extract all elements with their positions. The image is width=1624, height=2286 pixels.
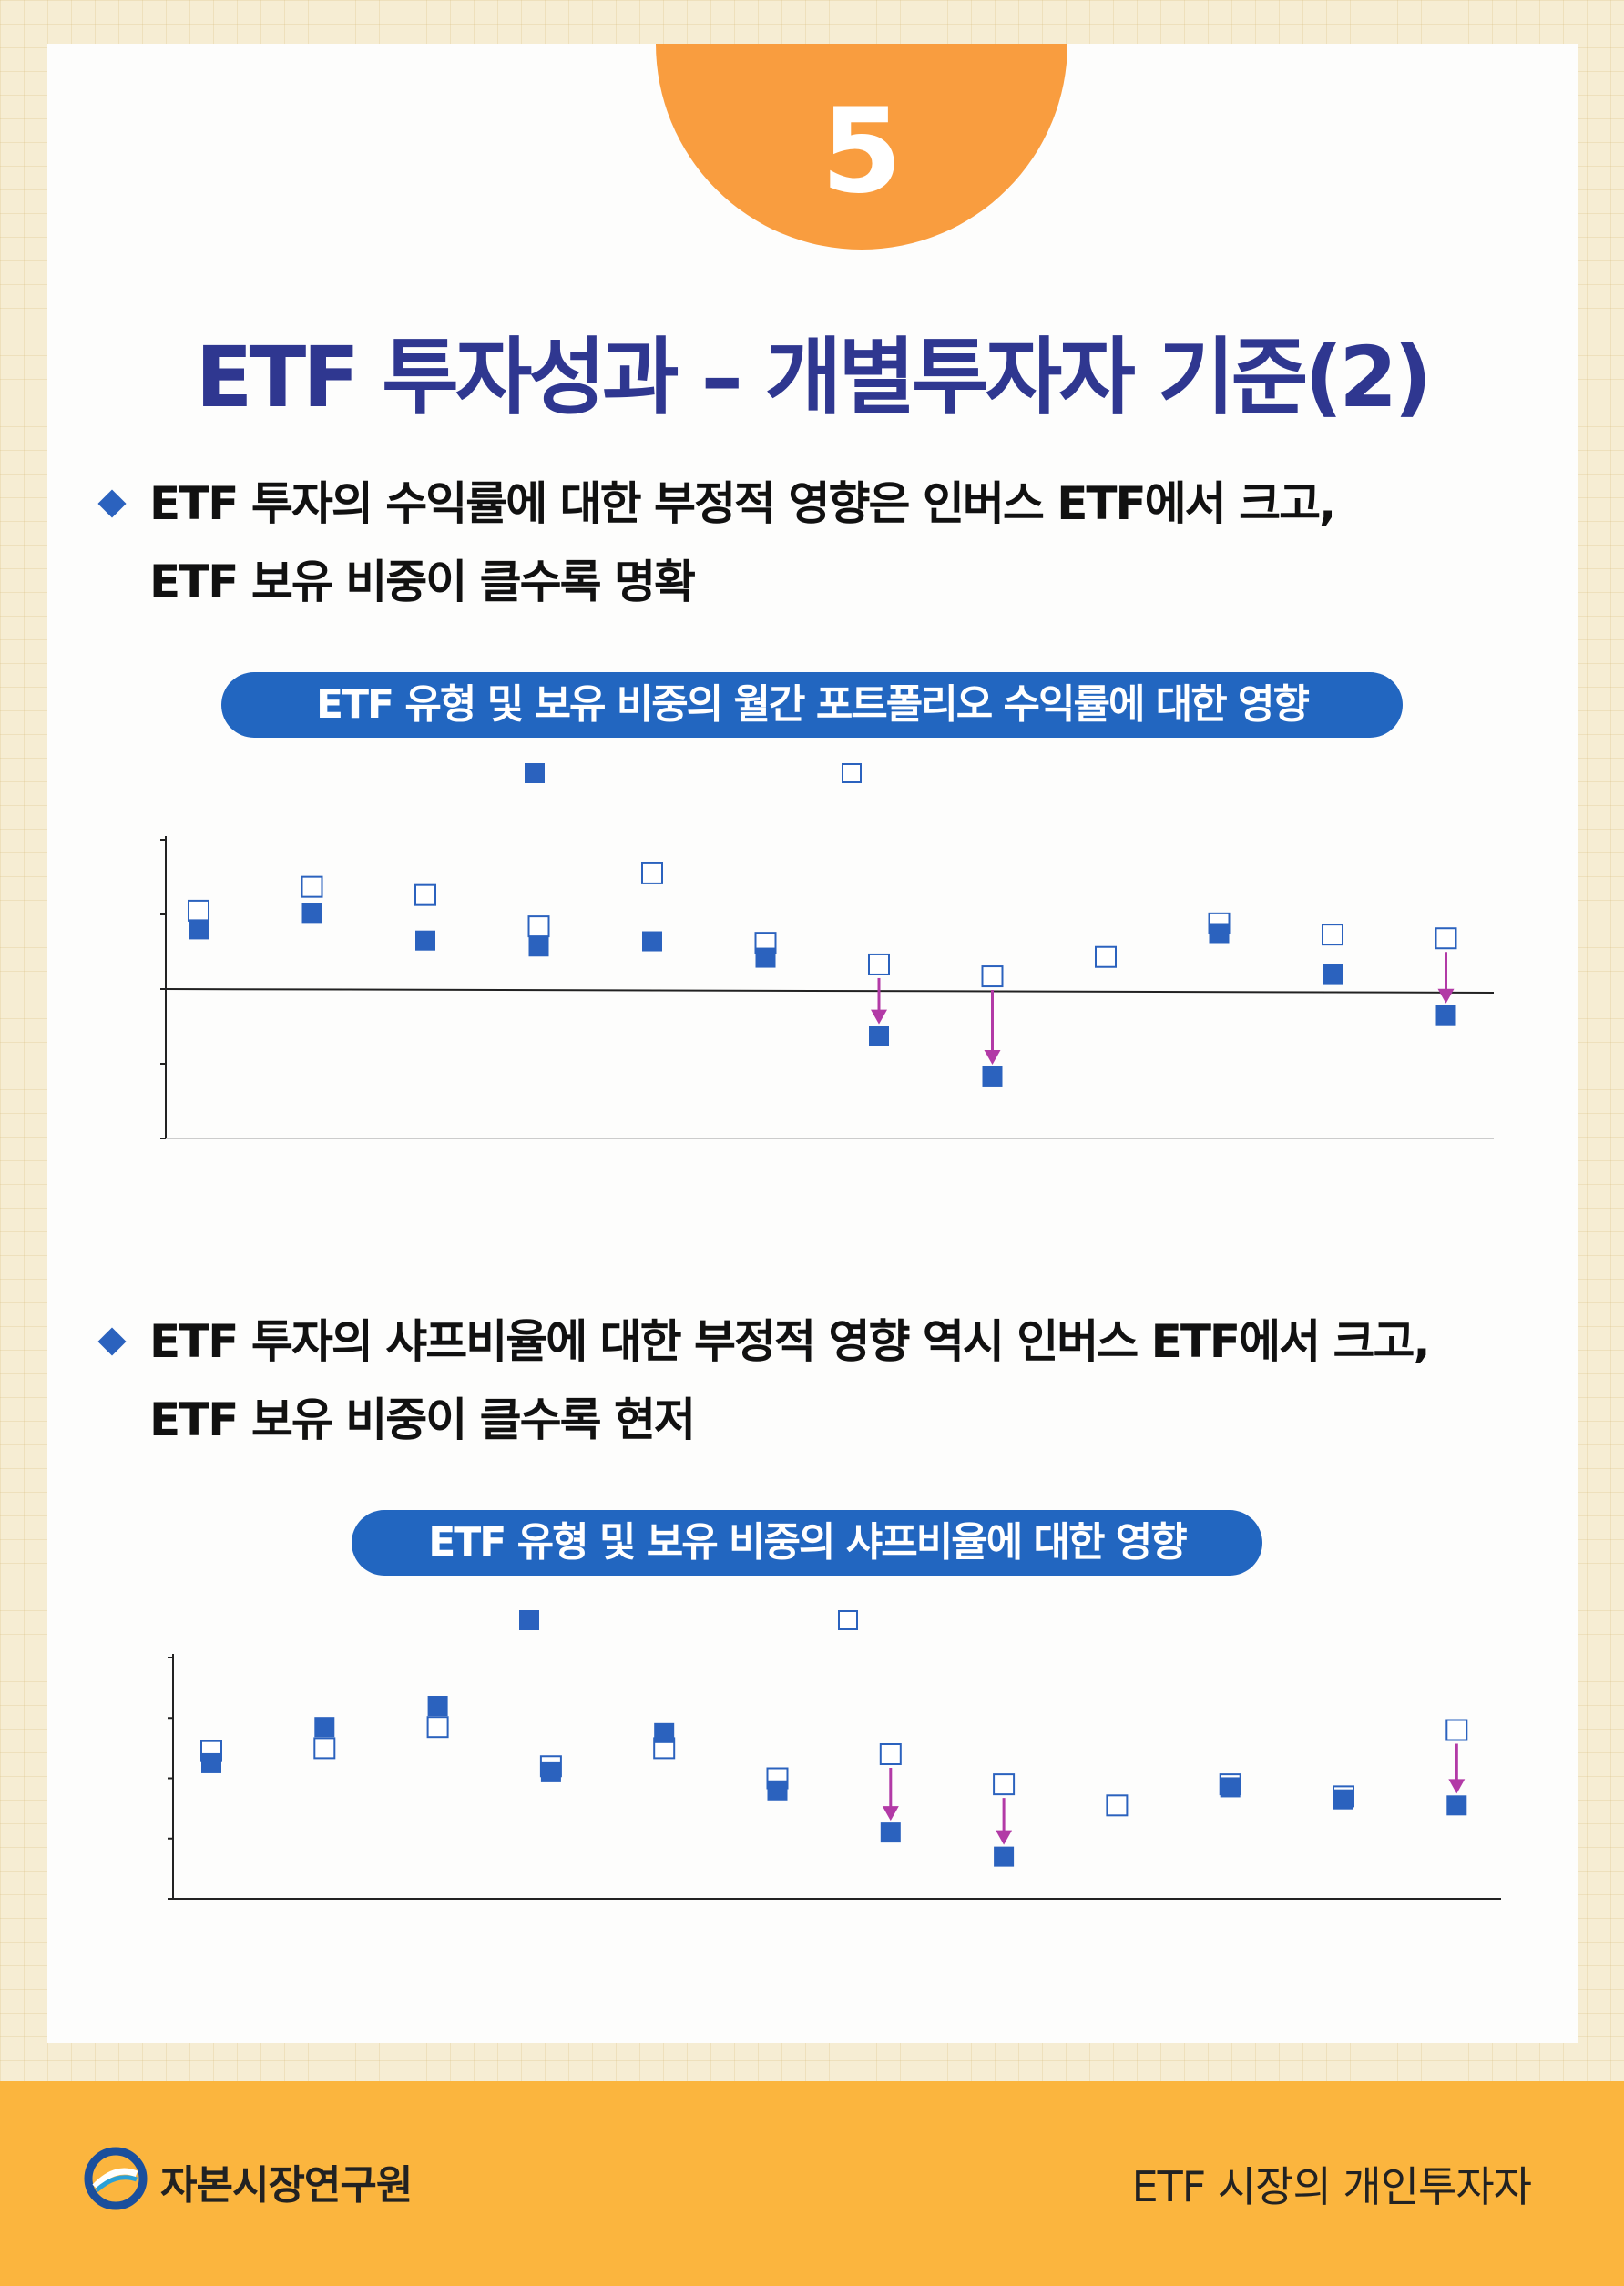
point-including-etf — [982, 1066, 1003, 1087]
point-including-etf — [1435, 1005, 1456, 1026]
point-including-etf — [1220, 1777, 1241, 1798]
institute-logo-icon — [84, 2147, 148, 2210]
point-including-etf — [314, 1717, 335, 1738]
point-including-etf — [528, 936, 549, 957]
point-excluded-etf — [981, 965, 1004, 988]
point-including-etf — [1209, 923, 1230, 944]
point-excluded-etf — [868, 953, 890, 975]
page-title: ETF 투자성과 – 개별투자자 기준(2) — [195, 329, 1433, 426]
arrow-down-icon — [1448, 1779, 1466, 1794]
point-including-etf — [1333, 1789, 1353, 1810]
arrow-down-icon — [871, 1009, 887, 1025]
content-card: 5 — [47, 44, 1578, 2043]
point-excluded-etf — [1106, 1794, 1129, 1817]
arrow-down-icon — [984, 1049, 1001, 1065]
bullet-line: ETF 투자의 수익률에 대한 부정적 영향은 인버스 ETF에서 크고, — [149, 477, 1336, 530]
point-excluded-etf — [527, 915, 550, 938]
point-including-etf — [880, 1822, 901, 1843]
point-including-etf — [1323, 964, 1343, 985]
point-including-etf — [642, 931, 662, 952]
point-including-etf — [189, 919, 209, 940]
chart-title-returns: ETF 유형 및 보유 비중의 월간 포트폴리오 수익률에 대한 영향 — [221, 672, 1403, 738]
point-including-etf — [994, 1846, 1015, 1867]
institute-name: 자본시장연구원 — [160, 2162, 413, 2209]
point-including-etf — [654, 1722, 675, 1743]
point-including-etf — [869, 1026, 889, 1046]
point-excluded-etf — [1322, 924, 1343, 946]
point-excluded-etf — [1445, 1719, 1468, 1741]
point-excluded-etf — [993, 1773, 1016, 1796]
point-excluded-etf — [301, 875, 323, 898]
point-including-etf — [540, 1761, 561, 1782]
point-including-etf — [415, 930, 435, 951]
footer-bar: 자본시장연구원 ETF 시장의 개인투자자 — [0, 2081, 1624, 2286]
zero-baseline — [165, 988, 1495, 994]
point-including-etf — [427, 1696, 448, 1716]
arrow-down-icon — [996, 1830, 1013, 1845]
point-including-etf — [201, 1752, 221, 1773]
point-excluded-etf — [641, 862, 663, 884]
point-excluded-etf — [414, 883, 436, 906]
point-including-etf — [767, 1780, 788, 1801]
chart-title-sharpe: ETF 유형 및 보유 비중의 샤프비율에 대한 영향 — [352, 1510, 1262, 1576]
point-excluded-etf — [313, 1737, 336, 1760]
legend-hollow-square-icon — [842, 763, 862, 783]
legend-hollow-square-icon — [838, 1610, 858, 1630]
publication-series: ETF 시장의 개인투자자 — [1131, 2162, 1532, 2211]
point-excluded-etf — [1435, 927, 1457, 950]
point-including-etf — [755, 947, 776, 968]
bullet-line: ETF 투자의 샤프비율에 대한 부정적 영향 역시 인버스 ETF에서 크고, — [149, 1315, 1431, 1368]
arrow-down-icon — [1437, 988, 1455, 1004]
returns-scatter-chart — [160, 763, 1495, 1139]
arrow-down-icon — [882, 1806, 899, 1822]
bullet-line: ETF 보유 비중이 클수록 현저 — [149, 1393, 696, 1446]
point-excluded-etf — [879, 1743, 902, 1765]
point-excluded-etf — [426, 1716, 449, 1739]
page-number-badge: 5 — [656, 44, 1067, 250]
point-excluded-etf — [188, 899, 209, 922]
sharpe-scatter-chart — [168, 1610, 1501, 1900]
point-excluded-etf — [1095, 945, 1117, 968]
point-including-etf — [1446, 1795, 1467, 1816]
legend-filled-square-icon — [519, 1610, 539, 1630]
legend-filled-square-icon — [525, 763, 545, 783]
bullet-line: ETF 보유 비중이 클수록 명확 — [149, 556, 696, 608]
point-including-etf — [301, 903, 322, 924]
